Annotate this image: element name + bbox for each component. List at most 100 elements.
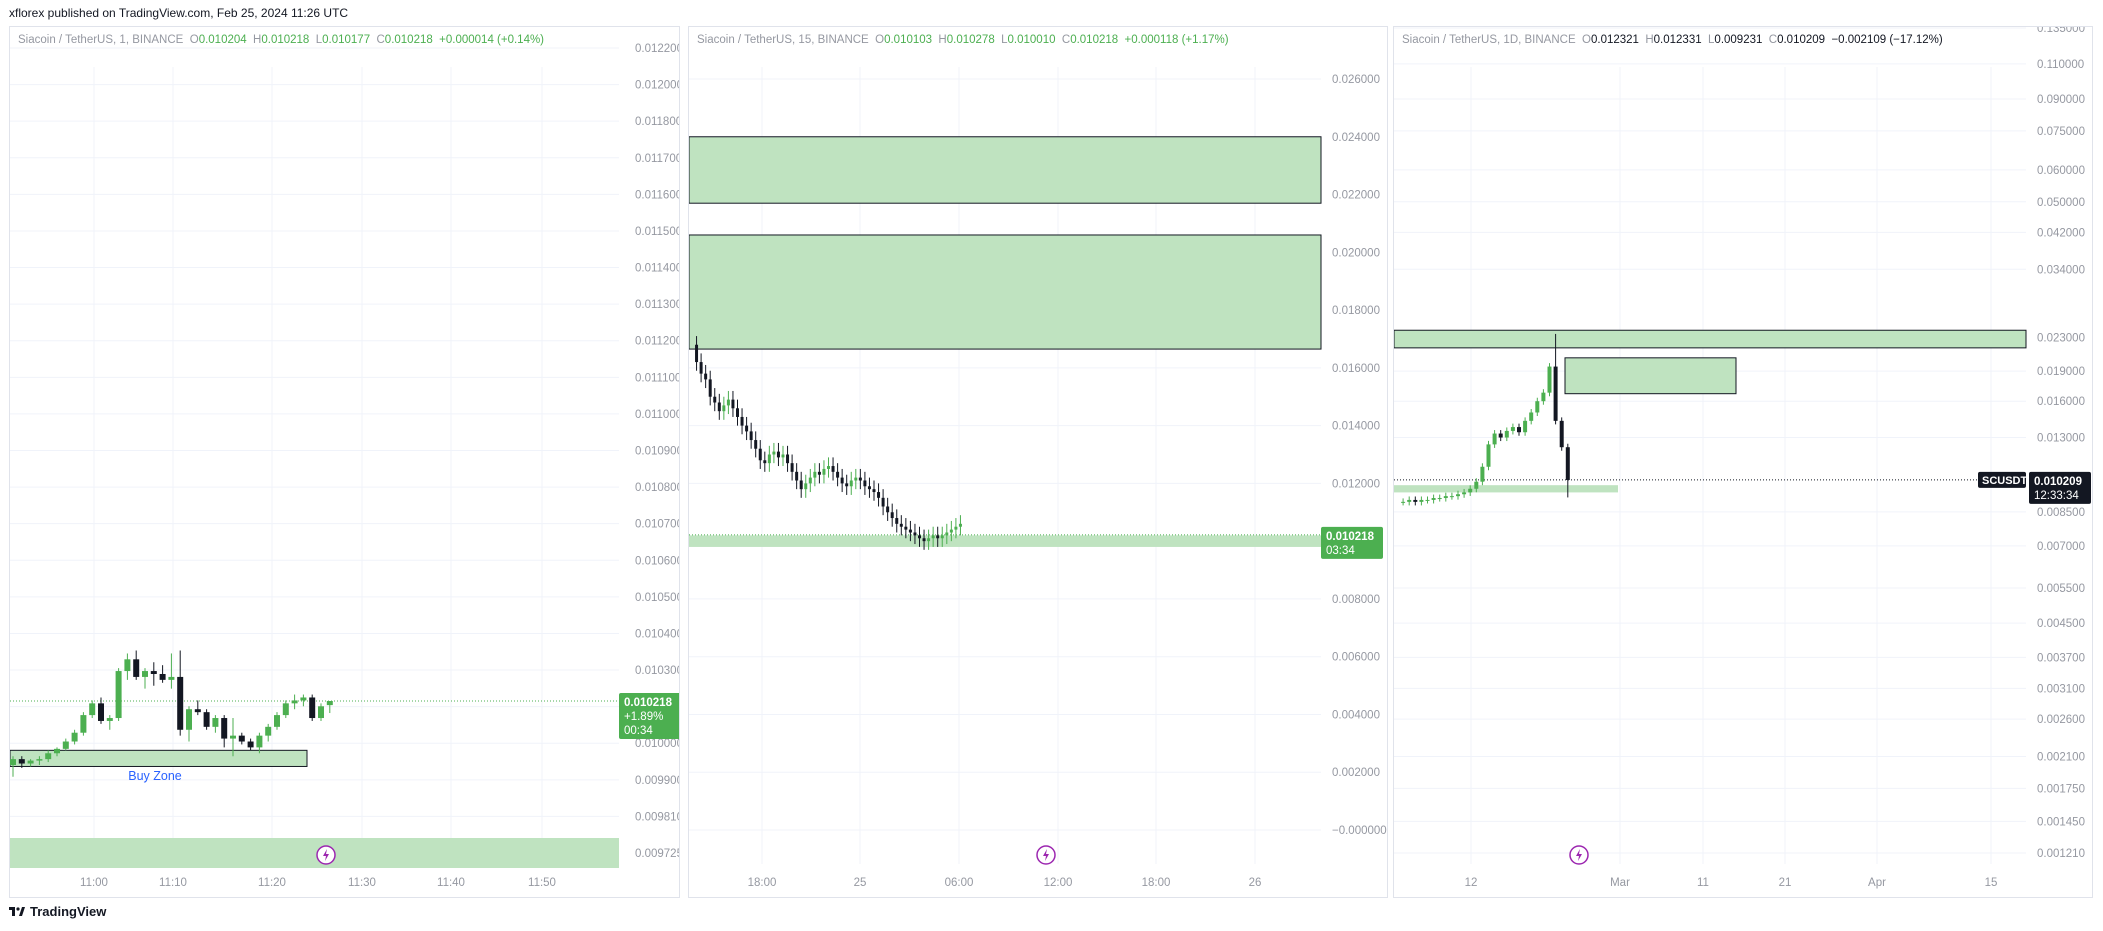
y-tick-label: 0.010300 [635, 665, 680, 677]
y-tick-label: 0.050000 [2037, 197, 2085, 209]
chart-panel-15m[interactable]: 0.026000 0.024000 0.022000 0.020000 0.018000… [688, 26, 1388, 898]
candle-body [1474, 481, 1479, 489]
x-tick-label: 11:00 [80, 877, 108, 889]
candle-body [159, 673, 166, 680]
price-tag-text: 12:33:34 [2034, 490, 2079, 502]
candle-body [1486, 444, 1491, 467]
y-tick-label: 0.075000 [2037, 126, 2085, 138]
y-tick-label: 0.011500 [635, 226, 680, 238]
candle-body [309, 697, 316, 719]
candle-body [827, 466, 830, 469]
demand-zone [689, 535, 1321, 547]
legend-open: 0.012321 [1590, 34, 1639, 46]
supply-zone-upper [689, 136, 1322, 204]
publish-header: xflorex published on TradingView.com, Fe… [9, 6, 349, 20]
candle-body [776, 451, 780, 458]
candle-body [1456, 494, 1460, 497]
candle-body [80, 715, 87, 733]
y-tick-label: 0.012000 [1332, 478, 1380, 490]
demand-zone [1394, 485, 1618, 493]
candle-body [849, 480, 853, 487]
candle-body [781, 454, 785, 458]
y-tick-label: 0.135000 [2037, 27, 2085, 35]
price-tag-text: 03:34 [1326, 545, 1355, 557]
chart-canvas-1d[interactable]: 0.135000 0.110000 0.090000 0.075000 0.060000… [1394, 27, 2093, 898]
footer: TradingView [9, 904, 106, 919]
candle-body [10, 759, 16, 765]
y-tick-label: 0.090000 [2037, 94, 2085, 106]
candle-body [927, 538, 931, 542]
y-tick-label: 0.006000 [1332, 652, 1380, 664]
candle-body [1407, 499, 1412, 502]
y-tick-label: 0.014000 [1332, 421, 1380, 433]
candle-body [1535, 401, 1540, 413]
y-tick-label: 0.010000 [635, 738, 680, 750]
candle-body [1559, 420, 1564, 448]
y-tick-label: 0.001450 [2037, 816, 2085, 828]
candle-body [230, 735, 236, 739]
candle-body [831, 466, 835, 472]
legend-change: +0.000118 (+1.17%) [1124, 34, 1229, 46]
candle-body [115, 671, 122, 719]
chart-panel-1m[interactable]: 0.012200 0.012000 0.011800 0.011700 0.011600… [9, 26, 680, 898]
candle-body [881, 497, 885, 507]
candle-body [808, 477, 812, 484]
legend-change: +0.000014 (+0.14%) [439, 34, 545, 46]
candle-body [945, 532, 949, 536]
candle-body [18, 759, 25, 764]
candle-body [300, 697, 307, 701]
candle-body [767, 454, 771, 464]
price-tag-text: 0.010218 [1326, 531, 1375, 543]
x-tick-label: 11:20 [258, 877, 286, 889]
x-tick-label: 11:30 [348, 877, 376, 889]
candle-body [790, 463, 794, 472]
y-tick-label: 0.020000 [1332, 247, 1380, 259]
x-tick-label: 18:00 [748, 877, 777, 889]
candle-body [1431, 498, 1436, 500]
legend-high: 0.012331 [1653, 34, 1702, 46]
chart-canvas-1m[interactable]: 0.012200 0.012000 0.011800 0.011700 0.011600… [10, 27, 680, 898]
candle-body [813, 471, 817, 478]
legend-low: 0.010177 [322, 34, 371, 46]
candle-body [186, 709, 192, 730]
candle-body [726, 399, 730, 406]
candle-body [745, 425, 749, 432]
x-tick-label: 18:00 [1142, 877, 1171, 889]
candle-body [754, 440, 758, 449]
legend-high: 0.010278 [946, 34, 995, 46]
legend-open: 0.010103 [884, 34, 933, 46]
y-tick-label: 0.022000 [1332, 190, 1380, 202]
x-tick-label: Mar [1610, 877, 1630, 889]
chart-canvas-15m[interactable]: 0.026000 0.024000 0.022000 0.020000 0.018000… [689, 27, 1388, 898]
candle-body [772, 451, 776, 455]
y-tick-label: 0.008000 [1332, 594, 1380, 606]
candle-body [45, 753, 52, 760]
y-tick-label: 0.010600 [635, 555, 680, 567]
y-tick-label: 0.009725 [635, 848, 680, 860]
chart-panel-1d[interactable]: 0.135000 0.110000 0.090000 0.075000 0.060000… [1393, 26, 2093, 898]
candle-body [142, 671, 148, 677]
candle-body [936, 535, 940, 539]
candle-body [1468, 488, 1473, 493]
candle-body [845, 483, 849, 487]
y-tick-label: 0.004000 [1332, 709, 1380, 721]
y-tick-label: 0.002100 [2037, 752, 2085, 764]
candle-body [877, 492, 881, 498]
price-tag [619, 693, 679, 739]
supply-zone-box [1564, 357, 1737, 395]
price-tag-text: 0.010218 [624, 697, 673, 709]
candle-body [922, 538, 926, 542]
legend-symbol: Siacoin / TetherUS, 1, BINANCE [18, 34, 184, 46]
y-tick-label: 0.010500 [635, 592, 680, 604]
legend-open: 0.010204 [198, 34, 247, 46]
x-tick-label: 21 [1779, 877, 1792, 889]
candle-body [699, 362, 703, 374]
candle-body [265, 726, 272, 736]
candle-body [98, 703, 104, 721]
candle-body [722, 405, 726, 412]
y-tick-label: 0.004500 [2037, 618, 2085, 630]
x-tick-label: 06:00 [945, 877, 974, 889]
candle-body [124, 659, 131, 672]
candle-body [1449, 496, 1454, 498]
candle-body [854, 477, 858, 481]
